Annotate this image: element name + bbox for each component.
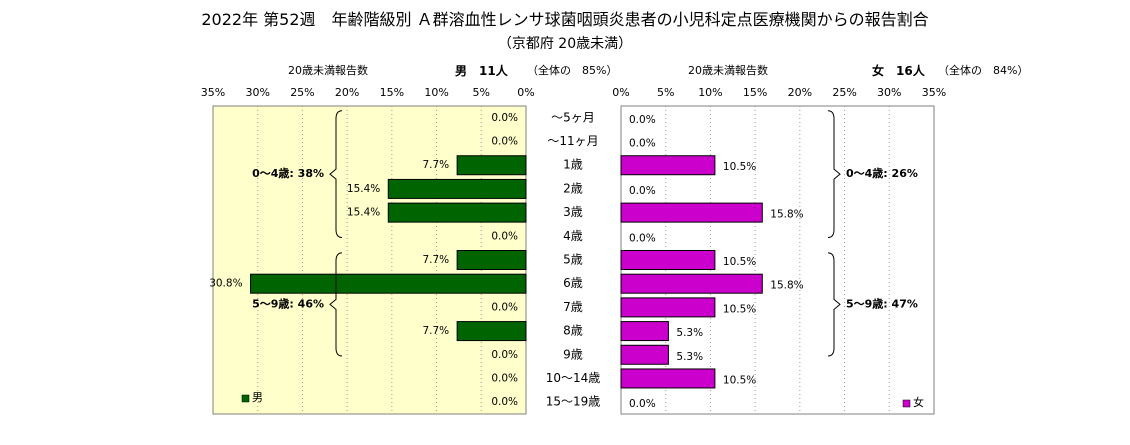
male-data-label: 15.4% bbox=[347, 207, 380, 219]
male-age-group-annotation: 0～4歳: 38% bbox=[252, 166, 324, 180]
female-legend-swatch bbox=[902, 399, 911, 408]
male-tick-label: 35% bbox=[201, 86, 225, 99]
female-data-label: 5.3% bbox=[676, 351, 703, 363]
female-legend-label: 女 bbox=[913, 395, 924, 409]
male-tick-label: 15% bbox=[380, 86, 404, 99]
male-count-label: 20歳未満報告数 bbox=[288, 64, 368, 77]
female-data-label: 0.0% bbox=[629, 114, 656, 126]
male-data-label: 15.4% bbox=[347, 183, 380, 195]
male-bar bbox=[456, 321, 527, 342]
male-bar bbox=[387, 178, 527, 199]
age-category-label: 10～14歳 bbox=[546, 371, 601, 385]
female-bar bbox=[620, 250, 716, 270]
age-category-label: 9歳 bbox=[563, 347, 583, 361]
age-category-label: 15～19歳 bbox=[546, 395, 601, 409]
age-category-label: 1歳 bbox=[563, 158, 583, 172]
female-share: （全体の 84%） bbox=[938, 64, 1029, 77]
male-data-label: 0.0% bbox=[491, 230, 518, 242]
chart-subtitle: （京都府 20歳未満） bbox=[497, 36, 633, 52]
female-age-group-annotation: 5～9歳: 47% bbox=[846, 296, 918, 310]
female-data-label: 0.0% bbox=[629, 232, 656, 244]
male-bar bbox=[456, 155, 527, 176]
male-tick-label: 0% bbox=[517, 86, 534, 99]
male-tick-label: 20% bbox=[335, 86, 359, 99]
male-data-label: 0.0% bbox=[491, 301, 518, 313]
age-category-label: 3歳 bbox=[563, 205, 583, 219]
female-data-label: 15.8% bbox=[770, 280, 803, 292]
male-legend-swatch bbox=[241, 394, 250, 403]
age-category-label: 4歳 bbox=[563, 229, 583, 243]
female-tick-label: 5% bbox=[657, 86, 674, 99]
male-tick-label: 30% bbox=[245, 86, 269, 99]
male-data-label: 0.0% bbox=[491, 112, 518, 124]
female-bar bbox=[620, 297, 716, 318]
male-share: （全体の 85%） bbox=[527, 64, 618, 77]
female-data-label: 5.3% bbox=[676, 327, 703, 339]
female-data-label: 10.5% bbox=[723, 161, 756, 173]
male-data-label: 0.0% bbox=[491, 349, 518, 361]
female-data-label: 0.0% bbox=[629, 398, 656, 410]
male-tick-label: 5% bbox=[473, 86, 490, 99]
age-category-label: 6歳 bbox=[563, 276, 583, 290]
female-tick-label: 25% bbox=[832, 86, 856, 99]
female-data-label: 0.0% bbox=[629, 138, 656, 150]
female-tick-label: 30% bbox=[877, 86, 901, 99]
male-data-label: 0.0% bbox=[491, 136, 518, 148]
female-bar bbox=[620, 273, 763, 294]
female-data-label: 15.8% bbox=[770, 209, 803, 221]
female-data-label: 0.0% bbox=[629, 185, 656, 197]
female-tick-label: 0% bbox=[612, 86, 629, 99]
female-data-label: 10.5% bbox=[723, 374, 756, 386]
female-bar bbox=[620, 155, 716, 176]
age-category-label: ～5ヶ月 bbox=[551, 110, 595, 124]
female-tick-label: 10% bbox=[698, 86, 722, 99]
female-tick-label: 35% bbox=[922, 86, 946, 99]
male-data-label: 7.7% bbox=[422, 325, 449, 337]
male-age-bracket bbox=[329, 252, 343, 357]
age-category-label: 7歳 bbox=[563, 300, 583, 314]
female-age-group-annotation: 0～4歳: 26% bbox=[846, 166, 918, 180]
female-sex-count: 女 16人 bbox=[872, 64, 925, 78]
male-sex-count: 男 11人 bbox=[455, 64, 508, 78]
male-data-label: 0.0% bbox=[491, 372, 518, 384]
female-bar bbox=[620, 368, 716, 389]
chart-title: 2022年 第52週 年齢階級別 Ａ群溶血性レンサ球菌咽頭炎患者の小児科定点医療… bbox=[201, 10, 929, 29]
male-age-group-annotation: 5～9歳: 46% bbox=[252, 296, 324, 310]
age-category-label: 2歳 bbox=[563, 181, 583, 195]
female-data-label: 10.5% bbox=[723, 303, 756, 315]
age-category-label: 5歳 bbox=[563, 253, 583, 267]
male-bar bbox=[387, 202, 527, 223]
male-data-label: 7.7% bbox=[422, 254, 449, 266]
female-age-bracket bbox=[827, 252, 841, 357]
female-age-bracket bbox=[827, 110, 841, 238]
male-bar bbox=[456, 250, 527, 270]
female-data-label: 10.5% bbox=[723, 256, 756, 268]
male-legend-label: 男 bbox=[252, 391, 263, 404]
age-category-label: 8歳 bbox=[563, 324, 583, 338]
female-bar bbox=[620, 344, 669, 365]
female-bar bbox=[620, 202, 763, 223]
male-data-label: 30.8% bbox=[209, 278, 242, 290]
male-age-bracket bbox=[329, 110, 343, 238]
female-count-label: 20歳未満報告数 bbox=[688, 64, 768, 77]
female-tick-label: 20% bbox=[788, 86, 812, 99]
age-category-label: ～11ヶ月 bbox=[547, 134, 598, 148]
male-bar bbox=[250, 273, 527, 294]
male-data-label: 7.7% bbox=[422, 159, 449, 171]
male-tick-label: 25% bbox=[290, 86, 314, 99]
female-bar bbox=[620, 321, 669, 342]
male-tick-label: 10% bbox=[424, 86, 448, 99]
female-tick-label: 15% bbox=[743, 86, 767, 99]
male-data-label: 0.0% bbox=[491, 396, 518, 408]
